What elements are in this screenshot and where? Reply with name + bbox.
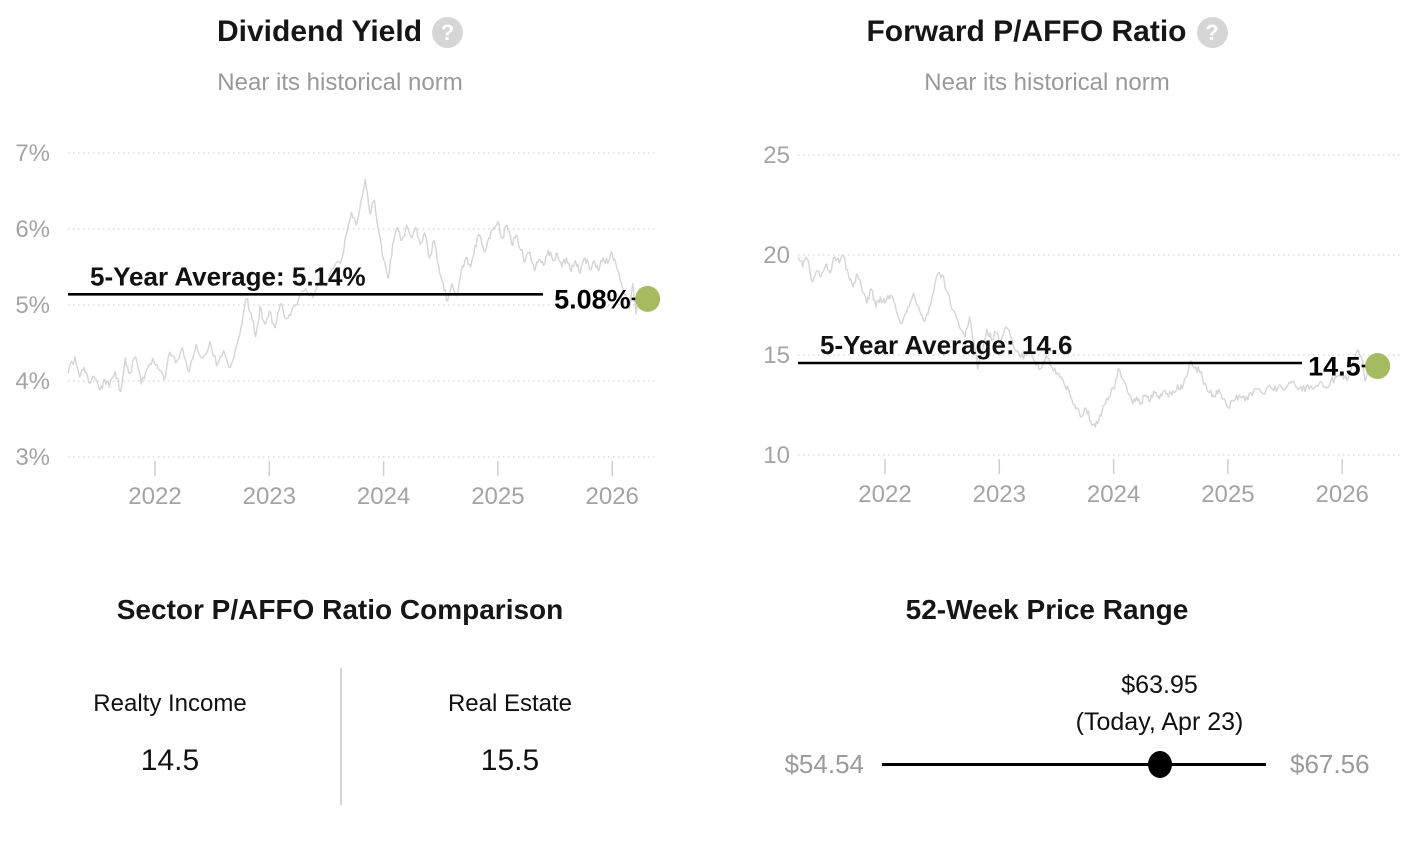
x-tick-label: 2025 <box>1201 481 1254 508</box>
average-label: 5-Year Average: 14.6 <box>820 330 1072 360</box>
forward-paffo-header: Forward P/AFFO Ratio ? <box>707 12 1387 52</box>
dividend-yield-header: Dividend Yield ? <box>0 12 680 52</box>
range-min-label: $54.54 <box>784 749 864 779</box>
y-tick-label: 15 <box>763 342 790 369</box>
x-tick-label: 2026 <box>1316 481 1369 508</box>
sector-comparison-panel: Sector P/AFFO Ratio Comparison Realty In… <box>0 530 707 846</box>
panel-title: 52-Week Price Range <box>905 594 1189 625</box>
y-tick-label: 25 <box>763 142 790 169</box>
price-range-track <box>882 763 1266 766</box>
average-label: 5-Year Average: 5.14% <box>90 261 366 291</box>
help-icon[interactable]: ? <box>1196 16 1228 48</box>
x-tick-label: 2023 <box>243 483 296 510</box>
comparison-value: 15.5 <box>480 744 540 777</box>
chart-title: Dividend Yield <box>216 15 423 48</box>
y-tick-label: 4% <box>15 368 50 395</box>
y-tick-label: 7% <box>15 140 50 167</box>
x-tick-label: 2025 <box>471 483 524 510</box>
chart-subtitle: Near its historical norm <box>924 69 1170 96</box>
chart-subtitle: Near its historical norm <box>217 69 463 96</box>
y-tick-label: 3% <box>15 444 50 471</box>
x-tick-label: 2022 <box>858 481 911 508</box>
current-value-label: 14.5 <box>1308 352 1361 382</box>
series-line <box>797 254 1379 428</box>
current-date-label: (Today, Apr 23) <box>1075 708 1244 736</box>
help-icon[interactable]: ? <box>432 16 464 48</box>
x-tick-label: 2024 <box>357 483 410 510</box>
dividend-yield-chart: 3% 4% 5% 6% 7% 2022 2023 2024 2025 2026 5-Year Ave… <box>15 140 661 510</box>
comparison-value: 14.5 <box>140 744 200 777</box>
current-value-label: 5.08% <box>554 284 631 314</box>
y-tick-label: 10 <box>763 442 790 469</box>
range-max-label: $67.56 <box>1290 749 1370 779</box>
x-tick-label: 2022 <box>128 483 181 510</box>
series-line <box>67 178 649 393</box>
y-tick-label: 20 <box>763 242 790 269</box>
x-tick-label: 2023 <box>973 481 1026 508</box>
comparison-columns: Realty Income 14.5 Real Estate 15.5 <box>0 690 680 778</box>
comparison-item: Realty Income 14.5 <box>0 690 340 778</box>
price-range-panel: 52-Week Price Range $63.95 (Today, Apr 2… <box>707 530 1414 846</box>
panel-title: Sector P/AFFO Ratio Comparison <box>116 594 564 625</box>
price-range-marker <box>1147 751 1172 778</box>
x-tick-label: 2026 <box>586 483 639 510</box>
comparison-label: Real Estate <box>447 690 573 717</box>
chart-title: Forward P/AFFO Ratio <box>866 15 1187 48</box>
comparison-item: Real Estate 15.5 <box>340 690 680 778</box>
current-point <box>635 285 661 312</box>
comparison-label: Realty Income <box>93 690 247 717</box>
forward-paffo-panel: 10 15 20 25 2022 2023 2024 2025 2026 5-Year Avera… <box>707 0 1414 530</box>
x-tick-label: 2024 <box>1087 481 1140 508</box>
current-price-label: $63.95 <box>1121 671 1198 699</box>
dividend-yield-panel: 3% 4% 5% 6% 7% 2022 2023 2024 2025 2026 5-Year Ave… <box>0 0 707 530</box>
vertical-divider <box>340 668 342 805</box>
y-tick-label: 6% <box>15 216 50 243</box>
y-tick-label: 5% <box>15 292 50 319</box>
current-point <box>1365 353 1391 379</box>
